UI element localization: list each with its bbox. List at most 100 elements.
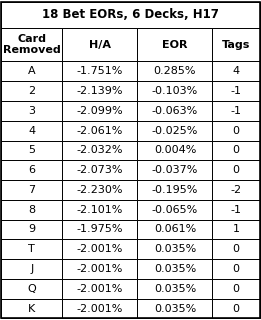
Bar: [212, 101, 260, 121]
Text: 0: 0: [233, 145, 240, 156]
Bar: [62, 279, 138, 299]
Bar: [1, 299, 62, 318]
Text: 0.004%: 0.004%: [154, 145, 196, 156]
Bar: [62, 121, 138, 140]
Text: -2.032%: -2.032%: [77, 145, 123, 156]
Bar: [138, 121, 212, 140]
Text: EOR: EOR: [162, 40, 188, 50]
Text: 0: 0: [233, 244, 240, 254]
Text: -1.751%: -1.751%: [77, 66, 123, 76]
Bar: [1, 121, 62, 140]
Text: -2.099%: -2.099%: [77, 106, 123, 116]
Text: Tags: Tags: [222, 40, 250, 50]
Text: -0.065%: -0.065%: [152, 205, 198, 215]
Bar: [1, 259, 62, 279]
Text: 2: 2: [28, 86, 35, 96]
Text: -0.195%: -0.195%: [152, 185, 198, 195]
Bar: [1, 180, 62, 200]
Bar: [212, 200, 260, 220]
Text: T: T: [28, 244, 35, 254]
Bar: [1, 2, 260, 28]
Bar: [62, 101, 138, 121]
Bar: [212, 239, 260, 259]
Text: -0.025%: -0.025%: [152, 126, 198, 136]
Text: -2: -2: [230, 185, 242, 195]
Text: 0: 0: [233, 284, 240, 294]
Text: -2.001%: -2.001%: [77, 303, 123, 314]
Text: 0.035%: 0.035%: [154, 264, 196, 274]
Bar: [1, 28, 62, 61]
Bar: [62, 239, 138, 259]
Text: 0.285%: 0.285%: [154, 66, 196, 76]
Text: Card
Removed: Card Removed: [3, 34, 61, 55]
Bar: [212, 259, 260, 279]
Text: 9: 9: [28, 224, 35, 235]
Text: 5: 5: [28, 145, 35, 156]
Text: -1: -1: [230, 86, 242, 96]
Text: 0.035%: 0.035%: [154, 303, 196, 314]
Bar: [62, 259, 138, 279]
Text: 6: 6: [28, 165, 35, 175]
Bar: [1, 140, 62, 160]
Text: 0: 0: [233, 303, 240, 314]
Bar: [62, 180, 138, 200]
Bar: [62, 61, 138, 81]
Text: 8: 8: [28, 205, 35, 215]
Text: 3: 3: [28, 106, 35, 116]
Bar: [138, 200, 212, 220]
Bar: [62, 140, 138, 160]
Bar: [138, 180, 212, 200]
Text: -2.101%: -2.101%: [77, 205, 123, 215]
Text: -0.063%: -0.063%: [152, 106, 198, 116]
Bar: [62, 220, 138, 239]
Bar: [1, 101, 62, 121]
Text: -2.230%: -2.230%: [77, 185, 123, 195]
Text: 0.035%: 0.035%: [154, 244, 196, 254]
Bar: [138, 160, 212, 180]
Text: A: A: [28, 66, 36, 76]
Text: J: J: [30, 264, 33, 274]
Bar: [62, 28, 138, 61]
Text: -2.001%: -2.001%: [77, 244, 123, 254]
Text: -2.139%: -2.139%: [77, 86, 123, 96]
Text: 0: 0: [233, 126, 240, 136]
Bar: [1, 160, 62, 180]
Bar: [138, 28, 212, 61]
Text: 18 Bet EORs, 6 Decks, H17: 18 Bet EORs, 6 Decks, H17: [42, 8, 219, 21]
Text: -2.001%: -2.001%: [77, 264, 123, 274]
Bar: [212, 160, 260, 180]
Bar: [138, 61, 212, 81]
Bar: [212, 121, 260, 140]
Bar: [138, 279, 212, 299]
Text: -2.073%: -2.073%: [77, 165, 123, 175]
Bar: [212, 140, 260, 160]
Bar: [1, 61, 62, 81]
Text: -2.001%: -2.001%: [77, 284, 123, 294]
Bar: [1, 200, 62, 220]
Bar: [138, 140, 212, 160]
Bar: [138, 299, 212, 318]
Bar: [62, 299, 138, 318]
Bar: [212, 180, 260, 200]
Text: H/A: H/A: [89, 40, 111, 50]
Bar: [1, 279, 62, 299]
Text: 0.035%: 0.035%: [154, 284, 196, 294]
Bar: [1, 220, 62, 239]
Text: 0: 0: [233, 165, 240, 175]
Bar: [138, 220, 212, 239]
Bar: [212, 61, 260, 81]
Bar: [212, 299, 260, 318]
Text: -2.061%: -2.061%: [77, 126, 123, 136]
Bar: [1, 239, 62, 259]
Bar: [62, 81, 138, 101]
Bar: [138, 239, 212, 259]
Bar: [62, 160, 138, 180]
Text: -0.103%: -0.103%: [152, 86, 198, 96]
Bar: [212, 279, 260, 299]
Bar: [212, 28, 260, 61]
Bar: [212, 81, 260, 101]
Bar: [138, 101, 212, 121]
Text: -1: -1: [230, 205, 242, 215]
Bar: [212, 220, 260, 239]
Text: -1.975%: -1.975%: [77, 224, 123, 235]
